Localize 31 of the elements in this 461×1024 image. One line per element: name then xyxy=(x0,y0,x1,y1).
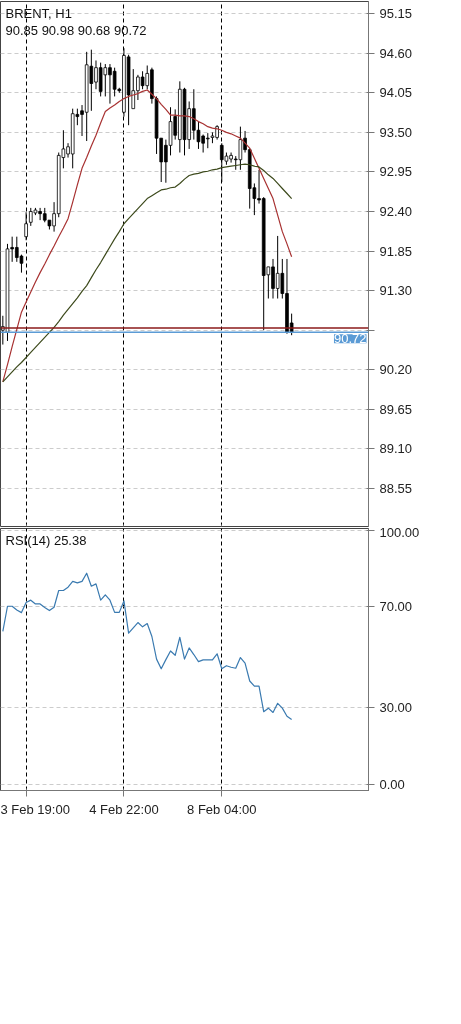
y-tick-label: 91.30 xyxy=(379,283,413,299)
ref-line-label: 90.72 xyxy=(333,331,367,347)
candlestick xyxy=(103,63,108,97)
candlestick xyxy=(89,49,94,112)
y-tick-label: 93.50 xyxy=(379,124,413,140)
candlestick xyxy=(112,67,117,97)
y-tick-label: 89.65 xyxy=(379,401,413,417)
y-tick-label: 91.85 xyxy=(379,243,413,259)
x-tick-label: 3 Feb 19:00 xyxy=(0,801,70,817)
x-tick-label: 8 Feb 04:00 xyxy=(187,801,257,817)
chart-title: BRENT, H1 xyxy=(5,5,72,21)
candlestick xyxy=(275,235,280,300)
y-tick-label: 92.40 xyxy=(379,204,413,219)
candlestick xyxy=(98,62,103,97)
y-tick-label: 0.00 xyxy=(379,776,405,792)
y-tick-label: 88.55 xyxy=(379,480,413,496)
y-tick-label: 100.00 xyxy=(379,524,420,540)
y-tick-label: 70.00 xyxy=(379,598,413,614)
y-tick-label: 94.60 xyxy=(379,45,413,61)
line-series xyxy=(2,163,293,383)
y-tick-label: 30.00 xyxy=(379,700,413,716)
y-tick-label: 90.20 xyxy=(379,362,413,378)
x-tick-label: 4 Feb 22:00 xyxy=(89,801,159,817)
y-tick-label: 95.15 xyxy=(379,6,413,22)
text: 90.85 90.98 90.68 90.72 xyxy=(5,22,147,38)
y-tick-label: 94.05 xyxy=(379,85,413,101)
candlestick xyxy=(238,126,243,171)
y-tick-label: 89.10 xyxy=(379,441,413,457)
line-series xyxy=(2,572,293,721)
chart-title: RSI(14) 25.38 xyxy=(5,532,87,548)
y-tick-label: 92.95 xyxy=(379,164,413,180)
